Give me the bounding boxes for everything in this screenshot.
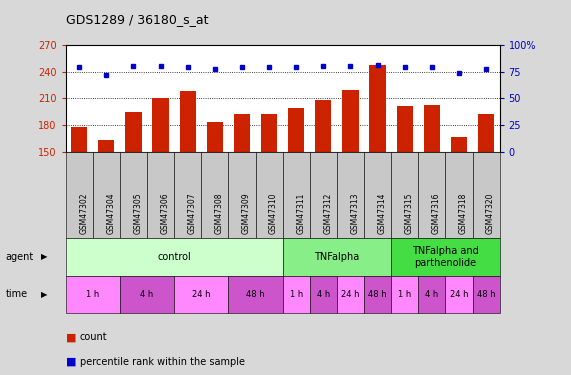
Text: GSM47308: GSM47308 — [215, 193, 224, 234]
Bar — [342, 90, 359, 152]
Bar — [152, 99, 169, 152]
Text: GSM47307: GSM47307 — [188, 193, 197, 234]
Text: GSM47304: GSM47304 — [106, 193, 115, 234]
Text: GSM47315: GSM47315 — [405, 193, 414, 234]
Text: agent: agent — [6, 252, 34, 262]
Bar — [288, 108, 304, 152]
Text: GSM47318: GSM47318 — [459, 193, 468, 234]
Text: TNFalpha: TNFalpha — [314, 252, 360, 262]
Text: 1 h: 1 h — [398, 290, 411, 299]
Text: 1 h: 1 h — [86, 290, 99, 299]
Text: percentile rank within the sample: percentile rank within the sample — [80, 357, 245, 367]
Text: GSM47320: GSM47320 — [486, 193, 495, 234]
Text: GSM47316: GSM47316 — [432, 193, 441, 234]
Text: GSM47310: GSM47310 — [269, 193, 278, 234]
Text: control: control — [157, 252, 191, 262]
Text: 1 h: 1 h — [289, 290, 303, 299]
Text: 4 h: 4 h — [140, 290, 154, 299]
Text: GSM47309: GSM47309 — [242, 193, 251, 234]
Text: 48 h: 48 h — [246, 290, 265, 299]
Bar — [71, 127, 87, 152]
Bar — [234, 114, 250, 152]
Text: 24 h: 24 h — [450, 290, 468, 299]
Text: GSM47313: GSM47313 — [351, 193, 360, 234]
Bar — [315, 100, 331, 152]
Bar — [126, 112, 142, 152]
Text: GDS1289 / 36180_s_at: GDS1289 / 36180_s_at — [66, 13, 208, 26]
Bar — [179, 92, 196, 152]
Text: GSM47306: GSM47306 — [160, 193, 170, 234]
Text: GSM47311: GSM47311 — [296, 193, 305, 234]
Bar — [207, 122, 223, 152]
Text: 24 h: 24 h — [192, 290, 211, 299]
Text: ▶: ▶ — [41, 290, 47, 299]
Text: GSM47302: GSM47302 — [79, 193, 89, 234]
Text: 4 h: 4 h — [317, 290, 330, 299]
Bar — [369, 64, 386, 152]
Text: ■: ■ — [66, 333, 80, 342]
Bar — [451, 137, 467, 152]
Bar — [478, 114, 494, 152]
Bar — [396, 106, 413, 152]
Text: TNFalpha and
parthenolide: TNFalpha and parthenolide — [412, 246, 478, 268]
Text: ▶: ▶ — [41, 252, 47, 261]
Text: GSM47312: GSM47312 — [323, 193, 332, 234]
Bar — [261, 114, 278, 152]
Text: 24 h: 24 h — [341, 290, 360, 299]
Text: 48 h: 48 h — [368, 290, 387, 299]
Text: time: time — [6, 290, 28, 299]
Text: GSM47314: GSM47314 — [377, 193, 387, 234]
Text: count: count — [80, 333, 107, 342]
Bar — [98, 140, 114, 152]
Text: ■: ■ — [66, 357, 80, 367]
Text: 4 h: 4 h — [425, 290, 439, 299]
Text: GSM47305: GSM47305 — [134, 193, 143, 234]
Bar — [424, 105, 440, 152]
Text: 48 h: 48 h — [477, 290, 496, 299]
